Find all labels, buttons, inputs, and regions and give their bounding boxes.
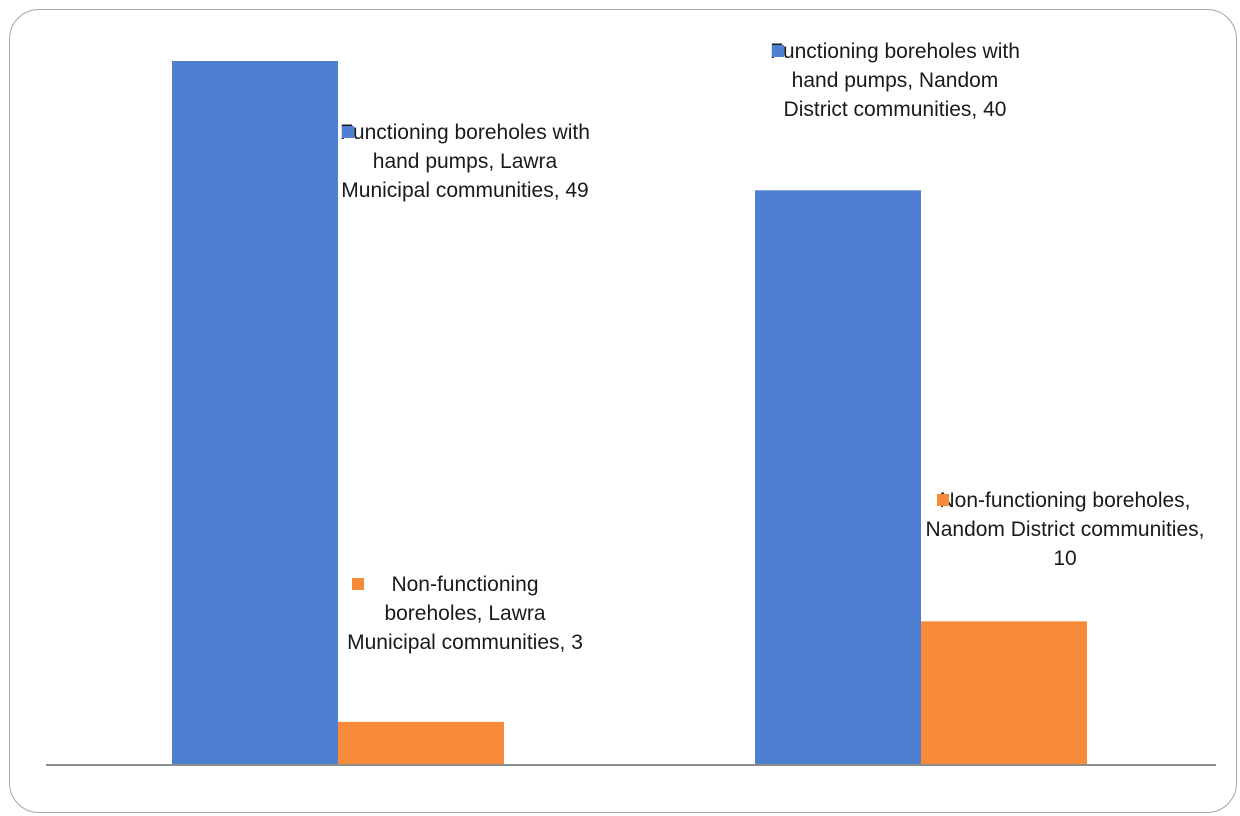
legend-marker	[772, 45, 784, 57]
data-label-text: Functioning boreholes with hand pumps, L…	[340, 121, 590, 202]
data-label-text: Non-functioning boreholes, Lawra Municip…	[347, 573, 583, 654]
data-label-text: Non-functioning boreholes, Nandom Distri…	[925, 489, 1205, 570]
legend-marker	[342, 126, 354, 138]
legend-marker	[352, 578, 364, 590]
data-label-series2-cat2: Non-functioning boreholes, Nandom Distri…	[925, 486, 1205, 573]
data-label-series2-cat1: Non-functioning boreholes, Lawra Municip…	[340, 570, 590, 657]
legend-marker	[937, 494, 949, 506]
bar-series1-cat2	[755, 190, 921, 765]
data-label-series1-cat1: Functioning boreholes with hand pumps, L…	[330, 118, 600, 205]
bar-series2-cat1	[338, 721, 504, 765]
bar-series1-cat1	[172, 61, 338, 765]
data-label-text: Functioning boreholes with hand pumps, N…	[770, 40, 1020, 121]
data-label-series1-cat2: Functioning boreholes with hand pumps, N…	[760, 37, 1030, 124]
bar-series2-cat2	[921, 621, 1087, 765]
